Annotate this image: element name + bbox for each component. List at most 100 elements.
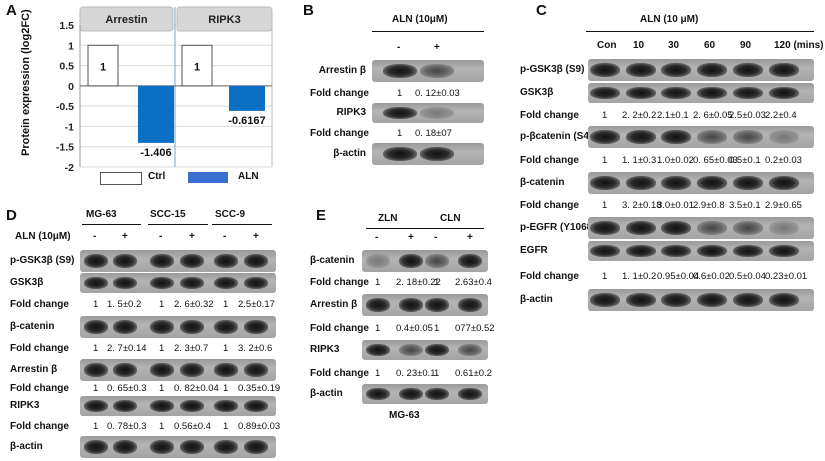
d-row-label: Arrestin β [10, 364, 58, 375]
e-row-6-band [458, 388, 482, 400]
y-tick-label: 0 [68, 81, 74, 93]
c-row-5-band [661, 176, 691, 190]
c-fold-change-value: 3. 2±0.18 [622, 200, 662, 211]
d-lane-label: + [253, 231, 259, 242]
d-row-5-band [113, 363, 137, 377]
e-group-label: CLN [440, 213, 461, 224]
e-row-0-band [458, 254, 482, 268]
e-fold-change-value: 2.63±0.4 [455, 277, 492, 288]
b-treatment-label: ALN (10μM) [392, 14, 448, 25]
y-tick-label: 1 [68, 40, 74, 52]
b-fold-change-value: 0. 18±07 [415, 128, 452, 139]
d-row-label: Fold change [10, 299, 69, 310]
e-row-label: β-catenin [310, 255, 355, 266]
c-row-1-band [769, 87, 799, 99]
d-fold-change-value: 1 [93, 383, 99, 394]
d-row-0-band [150, 254, 174, 268]
bar-data-label: -1.406 [140, 147, 171, 159]
c-row-10-band [733, 293, 763, 307]
b-row-label: Fold change [310, 88, 369, 99]
c-row-10-band [697, 293, 727, 307]
d-fold-change-value: 2. 3±0.7 [174, 343, 209, 354]
c-fold-change-value: 2.2±0.4 [765, 110, 797, 121]
d-fold-change-value: 1 [223, 299, 229, 310]
y-tick-label: -1 [65, 121, 74, 133]
d-row-9-band [84, 440, 108, 454]
d-row-label: p-GSK3β (S9) [10, 255, 75, 266]
c-row-7-band [769, 221, 799, 235]
c-row-label: EGFR [520, 245, 548, 256]
bar-ctrl-ripk3 [181, 44, 213, 87]
bar-data-label: 1 [100, 62, 106, 74]
e-fold-change-value: 2. 18±0.22 [396, 277, 441, 288]
e-fold-change-value: 1 [375, 368, 381, 379]
d-treatment-label: ALN (10μM) [15, 231, 71, 242]
c-fold-change-value: 2.9±0.65 [765, 200, 802, 211]
c-fold-change-value: 0.5±0.1 [729, 155, 761, 166]
facet-title-ripk3: RIPK3 [208, 14, 240, 26]
c-row-7-band [733, 221, 763, 235]
d-row-9-band [180, 440, 204, 454]
c-fold-change-value: 2.9±0.8 [693, 200, 725, 211]
c-row-3-band [769, 130, 799, 144]
c-row-10-band [769, 293, 799, 307]
c-row-10-blot [588, 289, 814, 311]
b-row-label: Fold change [310, 128, 369, 139]
c-lane-label: 30 [668, 40, 680, 51]
e-fold-change-value: 0.4±0.05 [396, 323, 433, 334]
c-treatment-label: ALN (10 μM) [640, 14, 699, 25]
d-row-5-band [180, 363, 204, 377]
c-treatment-line [586, 31, 814, 32]
d-lane-label: + [122, 231, 128, 242]
d-row-9-band [113, 440, 137, 454]
c-fold-change-value: 3.0±0.01 [657, 200, 694, 211]
y-tick-label: -2 [65, 162, 74, 174]
d-row-9-band [244, 440, 268, 454]
d-row-0-band [113, 254, 137, 268]
d-fold-change-value: 1 [93, 421, 99, 432]
d-row-1-band [244, 277, 268, 289]
bar-aln-arrestin [138, 85, 174, 143]
legend-label-aln: ALN [238, 171, 259, 182]
c-row-3-band [626, 130, 656, 144]
c-fold-change-value: 2.1±0.1 [657, 110, 689, 121]
d-row-1-band [113, 277, 137, 289]
panel-letter-e: E [316, 207, 327, 224]
c-row-1-band [626, 87, 656, 99]
c-fold-change-value: 1 [602, 110, 608, 121]
c-row-label: Fold change [520, 271, 579, 282]
b-fold-change-value: 1 [397, 88, 403, 99]
legend-swatch-ctrl [100, 172, 142, 185]
b-row-0-blot [372, 60, 484, 82]
c-row-0-band [769, 63, 799, 77]
d-row-label: Fold change [10, 343, 69, 354]
d-row-0-blot [80, 250, 276, 272]
c-fold-change-value: 1 [602, 271, 608, 282]
d-row-label: Fold change [10, 421, 69, 432]
d-row-3-band [84, 320, 108, 334]
y-tick-label: 1.5 [59, 20, 74, 32]
c-row-1-band [661, 87, 691, 99]
c-row-label: Fold change [520, 155, 579, 166]
d-cell-line-label: SCC-9 [215, 209, 246, 220]
d-row-label: β-catenin [10, 321, 55, 332]
e-row-2-band [458, 298, 482, 312]
d-lane-label: + [189, 231, 195, 242]
c-lane-label: 10 [633, 40, 645, 51]
e-fold-change-value: 1 [434, 368, 440, 379]
d-fold-change-value: 3. 2±0.6 [238, 343, 273, 354]
d-row-0-band [180, 254, 204, 268]
c-fold-change-value: 1 [602, 200, 608, 211]
d-row-3-band [214, 320, 238, 334]
d-row-1-band [84, 277, 108, 289]
c-fold-change-value: 0. 65±0.03 [693, 155, 738, 166]
d-row-7-band [150, 400, 174, 412]
c-lane-label: 60 [704, 40, 716, 51]
e-row-4-band [458, 344, 482, 356]
d-fold-change-value: 0. 78±0.3 [107, 421, 147, 432]
c-row-label: GSK3β [520, 87, 554, 98]
c-row-10-band [626, 293, 656, 307]
facet-title-arrestin: Arrestin [105, 14, 147, 26]
e-group-label: ZLN [378, 213, 398, 224]
d-row-7-band [214, 400, 238, 412]
